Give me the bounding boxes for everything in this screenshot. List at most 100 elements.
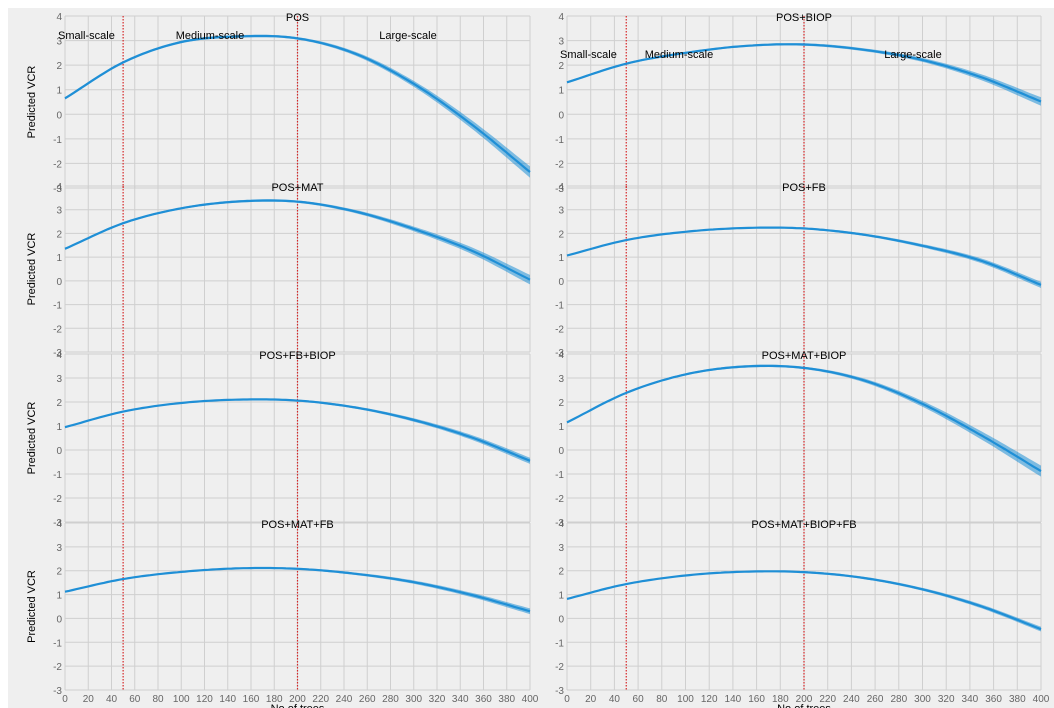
y-tick-label: -3 [53, 686, 62, 697]
y-tick-label: 0 [56, 614, 62, 625]
x-tick-label: 220 [312, 694, 329, 705]
x-tick-label: 0 [62, 694, 68, 705]
x-tick-label: 300 [914, 694, 931, 705]
x-tick-label: 100 [173, 694, 190, 705]
y-tick-label: 2 [56, 229, 62, 240]
figure-background: -3 -2 -1 0 1 2 3 4 Predicted VCR POS Small-scale Me… [8, 8, 1054, 708]
panel-title: POS+MAT [271, 182, 323, 194]
x-tick-label: 60 [633, 694, 645, 705]
x-tick-label: 20 [83, 694, 95, 705]
y-tick-label: -3 [53, 184, 62, 195]
x-tick-label: 20 [585, 694, 597, 705]
x-tick-label: 260 [867, 694, 884, 705]
y-tick-label: 3 [558, 543, 564, 554]
y-tick-label: 4 [558, 519, 564, 530]
x-tick-label: 260 [359, 694, 376, 705]
y-tick-label: -1 [555, 135, 564, 146]
y-tick-label: 3 [56, 37, 62, 48]
y-tick-label: -2 [53, 494, 62, 505]
x-tick-label: 200 [796, 694, 813, 705]
x-tick-label: 200 [289, 694, 306, 705]
series-line [64, 566, 531, 613]
zone-label: Large-scale [379, 30, 436, 42]
chart-panel: -3 -2 -1 0 1 2 3 4 Predicted VCR POS+MAT [26, 182, 531, 359]
x-tick-label: 100 [677, 694, 694, 705]
y-tick-label: 1 [56, 86, 62, 97]
y-tick-label: 3 [56, 374, 62, 385]
x-tick-label: 240 [843, 694, 860, 705]
x-tick-label: 80 [656, 694, 668, 705]
y-axis-label: Predicted VCR [26, 233, 38, 306]
y-tick-label: 2 [558, 398, 564, 409]
y-tick-label: 3 [56, 206, 62, 217]
x-tick-label: 60 [129, 694, 141, 705]
x-tick-label: 140 [219, 694, 236, 705]
y-tick-label: 3 [558, 374, 564, 385]
y-tick-label: -2 [555, 494, 564, 505]
series-line [566, 43, 1042, 103]
y-tick-label: -1 [53, 638, 62, 649]
x-tick-label: 400 [522, 694, 539, 705]
x-tick-label: 340 [452, 694, 469, 705]
y-tick-label: 2 [558, 61, 564, 72]
x-tick-label: 180 [772, 694, 789, 705]
y-tick-label: 1 [56, 253, 62, 264]
x-tick-label: 400 [1033, 694, 1050, 705]
x-tick-label: 160 [243, 694, 260, 705]
y-tick-label: 3 [558, 37, 564, 48]
x-tick-label: 280 [890, 694, 907, 705]
zone-label: Medium-scale [645, 49, 713, 61]
y-tick-label: 2 [56, 398, 62, 409]
x-tick-label: 80 [152, 694, 164, 705]
y-tick-label: 2 [558, 567, 564, 578]
x-tick-label: 300 [405, 694, 422, 705]
y-tick-label: -2 [53, 662, 62, 673]
x-tick-label: 380 [498, 694, 515, 705]
y-tick-label: -1 [555, 301, 564, 312]
y-tick-label: 4 [56, 182, 62, 193]
x-tick-label: 320 [938, 694, 955, 705]
y-tick-label: -2 [555, 324, 564, 335]
series-line [64, 199, 531, 281]
y-tick-label: -3 [53, 518, 62, 529]
y-tick-label: 0 [56, 446, 62, 457]
y-tick-label: -2 [53, 159, 62, 170]
y-tick-label: -3 [555, 686, 564, 697]
y-tick-label: 0 [558, 110, 564, 121]
zone-label: Large-scale [884, 49, 941, 61]
y-tick-label: 2 [56, 567, 62, 578]
zone-label: Small-scale [560, 49, 617, 61]
y-tick-label: 1 [558, 86, 564, 97]
panel-title: POS+FB [782, 182, 826, 194]
chart-panel: -3 -2 -1 0 1 2 3 4 Predicted VCR POS Small-scale Me… [26, 12, 531, 195]
y-tick-label: 4 [56, 12, 62, 23]
y-tick-label: -1 [53, 470, 62, 481]
x-tick-label: 240 [336, 694, 353, 705]
chart-panel: -3 -2 -1 0 1 2 3 4 POS+BIOP Small-scale Medium-sca… [555, 12, 1042, 195]
x-tick-label: 140 [725, 694, 742, 705]
x-tick-label: 120 [196, 694, 213, 705]
x-axis-label: No of trees [777, 703, 831, 708]
x-tick-label: 380 [1009, 694, 1026, 705]
series-line [64, 398, 531, 462]
y-tick-label: 4 [558, 182, 564, 193]
x-tick-label: 40 [609, 694, 621, 705]
x-axis-label: No of trees [271, 703, 325, 708]
zone-label: Medium-scale [176, 30, 244, 42]
panel-title: POS+MAT+BIOP [762, 350, 847, 362]
y-tick-label: -1 [53, 301, 62, 312]
y-tick-label: 0 [558, 614, 564, 625]
y-tick-label: 1 [558, 591, 564, 602]
y-tick-label: -2 [555, 159, 564, 170]
chart-panel: -3 -2 -1 0 1 2 3 4 POS+FB [555, 182, 1042, 359]
y-tick-label: -2 [53, 324, 62, 335]
x-tick-label: 320 [429, 694, 446, 705]
y-axis-label: Predicted VCR [26, 66, 38, 139]
panel-title: POS+FB+BIOP [259, 350, 335, 362]
y-tick-label: 1 [558, 253, 564, 264]
chart-panel: -3 -2 -1 0 1 2 3 4 POS+MAT+BIOP [555, 350, 1042, 529]
y-tick-label: 2 [56, 61, 62, 72]
y-tick-label: 0 [558, 277, 564, 288]
x-tick-label: 220 [819, 694, 836, 705]
